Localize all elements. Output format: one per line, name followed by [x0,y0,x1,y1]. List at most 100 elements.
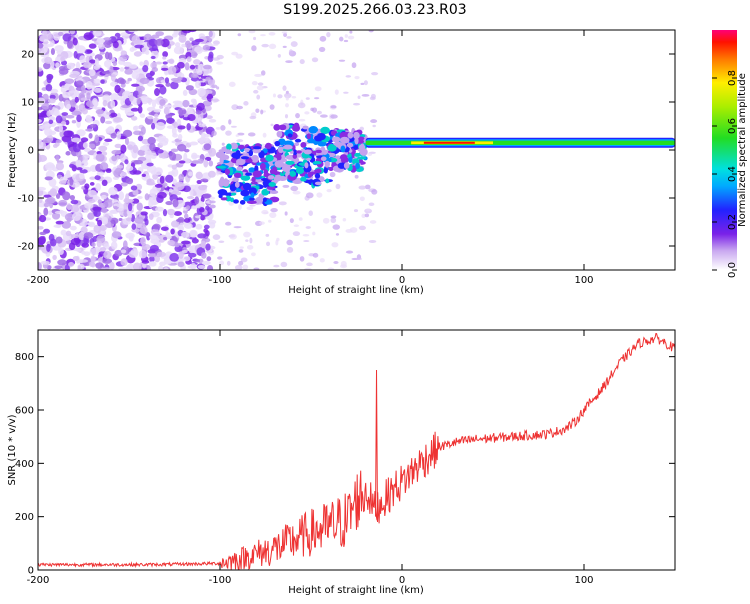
spectral-noise-blob [254,73,263,78]
spectral-noise-blob [49,238,57,247]
spectral-noise-blob [50,48,56,55]
spectral-noise-blob [104,138,113,142]
colorbar-ticks: 0.0 0.2 0.4 0.6 0.8 [712,70,738,278]
spectral-blob [259,162,266,171]
spectral-noise-blob [302,233,310,237]
spectral-noise-blob [327,267,335,270]
spectral-noise-blob [72,37,78,46]
spectral-noise-blob [53,224,62,228]
spectral-noise-blob [209,204,216,209]
spectral-noise-blob [38,262,42,270]
spectral-noise-blob [46,243,51,252]
spectral-blob [219,157,224,165]
spectral-noise-blob [137,149,146,156]
spectral-blob [224,149,232,155]
spectral-noise-blob [110,112,118,118]
spectral-noise-blob [81,84,86,92]
spectral-noise-blob [122,129,133,138]
spectral-noise-blob [122,240,128,250]
spectral-blob [252,148,262,154]
spectral-noise-blob [139,77,150,85]
spectral-noise-blob [184,62,190,71]
spectral-noise-blob [176,61,185,69]
spectral-noise-blob [146,162,154,167]
spectral-noise-blob [84,202,94,209]
spectral-noise-blob [70,199,79,205]
spectral-noise-blob [39,231,47,236]
spectral-noise-blob [72,143,81,153]
spectral-noise-blob [372,124,376,128]
spectral-noise-blob [99,225,107,231]
spectral-noise-blob [237,132,245,136]
spectral-noise-blob [138,250,148,259]
spectral-noise-blob [67,138,72,145]
spectral-noise-blob [140,145,149,151]
spectral-noise-blob [159,261,166,267]
spectral-noise-blob [308,210,313,216]
spectral-noise-blob [78,259,89,263]
spectral-noise-blob [285,103,289,108]
spectral-noise-blob [359,196,365,202]
spectral-noise-blob [148,213,154,221]
spectrogram-plot [38,30,675,270]
spectral-noise-blob [247,132,256,137]
spectral-noise-blob [290,41,298,47]
spectral-noise-blob [212,44,219,47]
spectral-noise-blob [70,233,80,239]
spectral-noise-blob [358,185,367,190]
spectral-noise-blob [66,203,72,211]
spectral-noise-blob [249,237,253,244]
spectral-noise-blob [103,37,112,41]
spectral-noise-blob [120,98,126,106]
spectral-noise-blob [230,125,237,128]
spectral-noise-blob [87,222,92,226]
spectral-noise-blob [151,122,156,130]
spectral-noise-blob [212,98,220,102]
spectral-noise-blob [154,113,159,118]
spectral-blob [216,165,226,169]
spectral-noise-blob [152,231,161,237]
spectral-noise-blob [85,128,94,132]
spectral-noise-blob [311,57,319,63]
spectral-noise-blob [175,218,184,223]
spectral-noise-blob [278,201,287,206]
spectral-noise-blob [238,204,242,210]
spectral-noise-blob [194,196,200,205]
spectrogram-y-tick-label: -10 [18,194,34,205]
spectral-noise-blob [38,92,43,97]
spectral-blob [240,175,251,181]
spectral-noise-blob [196,259,201,263]
snr-series-line [38,332,675,570]
colorbar-tick-label: 0.4 [727,166,738,182]
spectral-noise-blob [38,140,44,149]
spectral-blob [224,168,231,176]
spectral-noise-blob [318,46,326,53]
spectral-noise-blob [191,205,199,210]
spectral-blob [293,142,300,147]
spectral-noise-blob [167,239,175,246]
spectral-noise-blob [188,252,197,258]
spectral-noise-blob [89,176,96,180]
spectral-noise-blob [110,132,117,139]
spectral-noise-blob [212,234,221,241]
spectral-noise-blob [179,222,184,230]
spectral-noise-blob [106,111,111,115]
spectral-noise-blob [95,262,104,269]
spectral-blob [291,124,301,132]
spectrogram-y-tick-label: 0 [28,146,34,157]
spectral-noise-blob [198,184,207,191]
spectral-noise-blob [197,233,207,239]
spectral-noise-blob [173,121,178,129]
spectrogram-x-tick-label: -200 [27,275,50,286]
spectral-noise-blob [100,116,106,124]
spectral-blob [315,149,323,154]
spectral-noise-blob [102,258,113,264]
spectral-noise-blob [186,56,192,63]
snr-y-tick-label: 400 [15,459,34,470]
spectral-noise-blob [228,81,236,87]
spectral-noise-blob [149,244,159,252]
spectral-blob [277,146,285,154]
spectral-noise-blob [38,186,46,191]
